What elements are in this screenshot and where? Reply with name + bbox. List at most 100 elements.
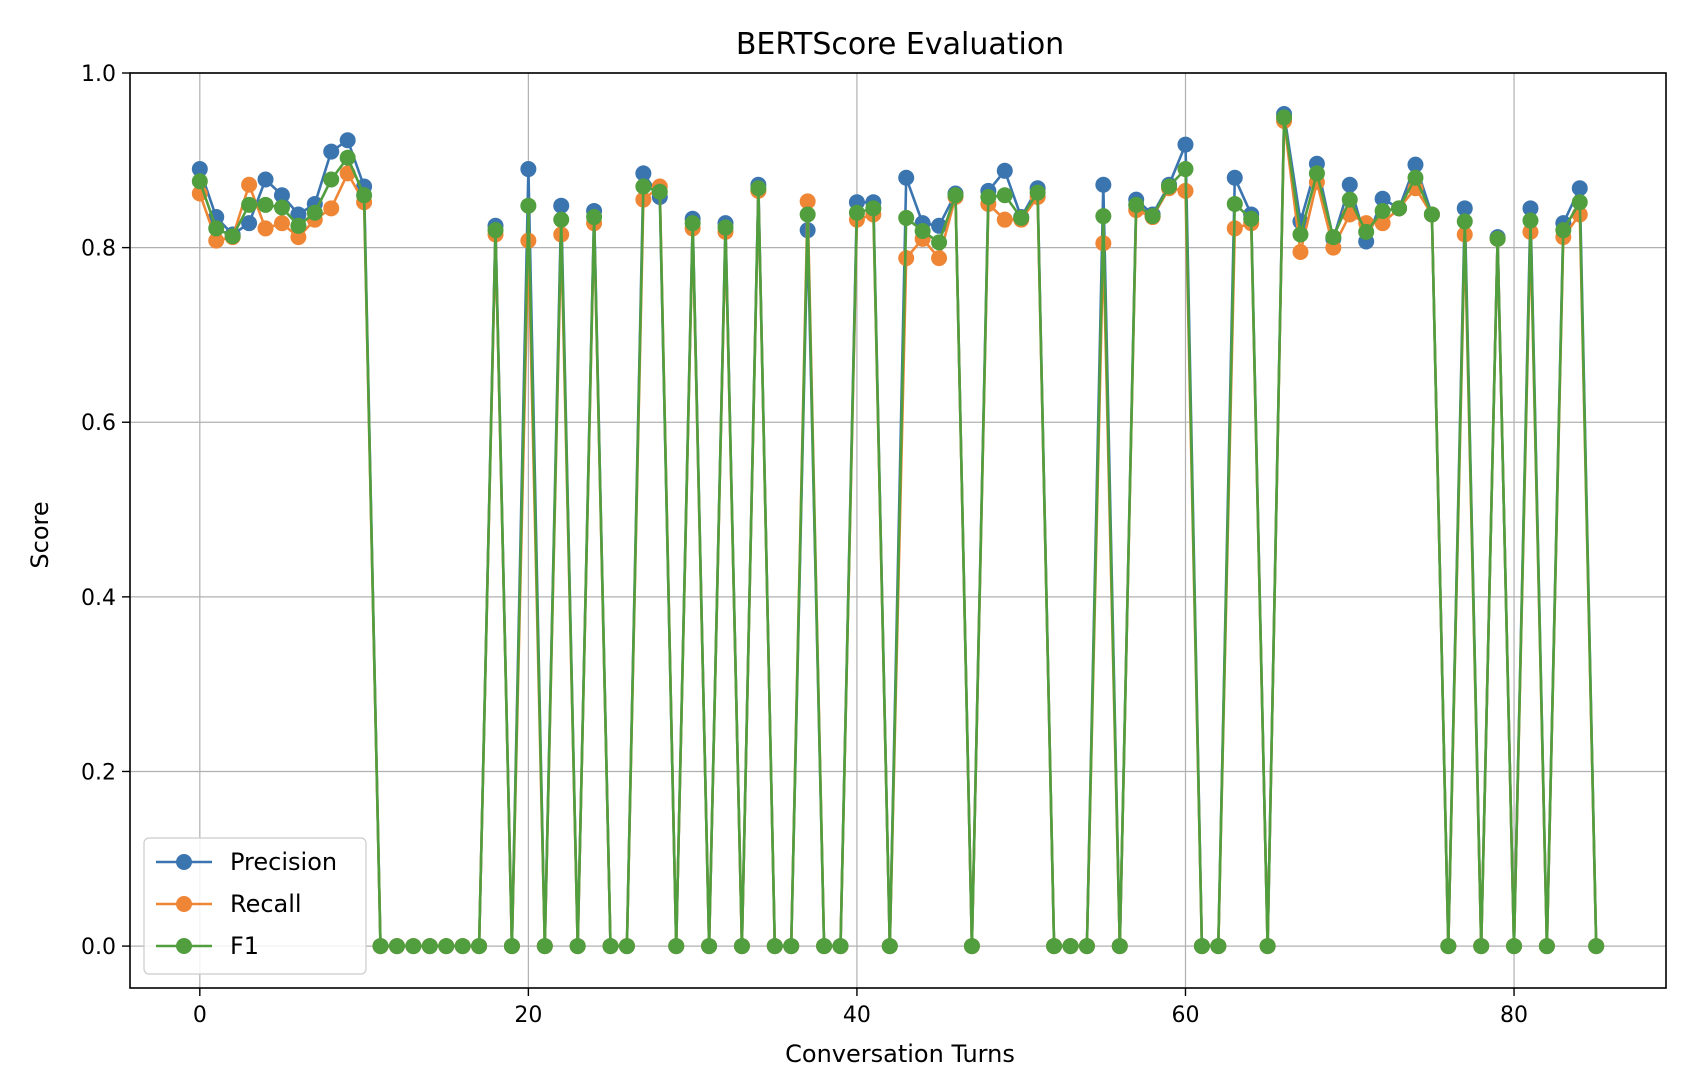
data-point-f1 — [766, 938, 783, 955]
data-point-recall — [290, 229, 307, 246]
y-tick-label: 1.0 — [81, 62, 116, 87]
data-point-f1 — [1095, 208, 1112, 225]
data-point-recall — [273, 215, 290, 232]
data-point-f1 — [1538, 938, 1555, 955]
data-point-precision — [898, 169, 915, 186]
data-point-f1 — [191, 173, 208, 190]
data-point-f1 — [520, 197, 537, 214]
data-point-f1 — [569, 938, 586, 955]
data-point-f1 — [323, 171, 340, 188]
data-point-f1 — [1391, 200, 1408, 217]
data-point-precision — [553, 197, 570, 214]
data-point-f1 — [241, 196, 258, 213]
data-point-f1 — [816, 938, 833, 955]
data-point-precision — [290, 206, 307, 223]
data-point-f1 — [1029, 184, 1046, 201]
chart-title: BERTScore Evaluation — [736, 27, 1064, 62]
data-point-f1 — [602, 938, 619, 955]
data-point-f1 — [1506, 938, 1523, 955]
legend: Precision Recall F1 — [143, 837, 367, 975]
data-point-f1 — [1144, 208, 1161, 225]
data-point-f1 — [257, 196, 274, 213]
x-tick-label: 20 — [514, 1003, 542, 1028]
legend-marker-precision — [176, 854, 192, 870]
data-point-f1 — [963, 938, 980, 955]
data-point-f1 — [1046, 938, 1063, 955]
data-point-f1 — [487, 222, 504, 239]
data-point-f1 — [1292, 226, 1309, 243]
data-point-recall — [996, 211, 1013, 228]
data-point-f1 — [471, 938, 488, 955]
axis-ticks: 0 20 40 60 80 0.0 0.2 0.4 0.6 0.8 1.0 — [81, 62, 1528, 1028]
legend-marker-recall — [176, 896, 192, 912]
data-point-f1 — [1358, 223, 1375, 240]
y-tick-label: 0.2 — [81, 760, 116, 785]
data-point-f1 — [454, 938, 471, 955]
data-point-f1 — [1571, 194, 1588, 211]
data-point-f1 — [865, 200, 882, 217]
data-point-f1 — [1456, 213, 1473, 230]
data-point-f1 — [1243, 210, 1260, 227]
data-point-f1 — [799, 206, 816, 223]
plot-series — [191, 106, 1605, 955]
data-point-f1 — [290, 217, 307, 234]
data-point-precision — [1407, 156, 1424, 173]
y-tick-label: 0.8 — [81, 237, 116, 262]
data-point-precision — [1456, 200, 1473, 217]
data-point-recall — [323, 200, 340, 217]
data-point-f1 — [536, 938, 553, 955]
data-point-f1 — [1128, 196, 1145, 213]
data-point-f1 — [1161, 178, 1178, 195]
data-point-precision — [635, 165, 652, 182]
data-point-f1 — [1062, 938, 1079, 955]
data-point-f1 — [635, 178, 652, 195]
data-point-f1 — [586, 209, 603, 226]
data-point-precision — [208, 209, 225, 226]
data-point-f1 — [438, 938, 455, 955]
data-point-f1 — [651, 183, 668, 200]
legend-label-recall: Recall — [230, 890, 302, 918]
data-point-f1 — [783, 938, 800, 955]
data-point-f1 — [1276, 109, 1293, 126]
data-point-f1 — [1013, 209, 1030, 226]
data-point-f1 — [1177, 161, 1194, 178]
data-point-f1 — [750, 180, 767, 197]
x-tick-label: 0 — [193, 1003, 207, 1028]
data-point-f1 — [208, 220, 225, 237]
data-point-precision — [1095, 176, 1112, 193]
data-point-f1 — [503, 938, 520, 955]
data-point-f1 — [372, 938, 389, 955]
data-point-recall — [1292, 243, 1309, 260]
legend-box — [143, 837, 367, 975]
x-axis-label: Conversation Turns — [785, 1040, 1015, 1068]
axes-frame — [129, 72, 1667, 989]
data-point-recall — [1374, 215, 1391, 232]
data-point-f1 — [1078, 938, 1095, 955]
data-point-f1 — [947, 187, 964, 204]
data-point-precision — [323, 143, 340, 160]
data-point-f1 — [273, 199, 290, 216]
data-point-f1 — [1374, 202, 1391, 219]
data-point-f1 — [1210, 938, 1227, 955]
y-tick-label: 0.6 — [81, 411, 116, 436]
data-point-precision — [1341, 176, 1358, 193]
y-axis-label: Score — [26, 501, 54, 568]
data-point-f1 — [717, 219, 734, 236]
data-point-f1 — [1489, 230, 1506, 247]
data-point-f1 — [996, 187, 1013, 204]
data-point-f1 — [684, 215, 701, 232]
data-point-f1 — [733, 938, 750, 955]
legend-label-f1: F1 — [230, 932, 259, 960]
legend-marker-f1 — [176, 938, 192, 954]
data-point-precision — [257, 171, 274, 188]
data-point-f1 — [1308, 165, 1325, 182]
data-point-precision — [520, 161, 537, 178]
data-point-f1 — [980, 188, 997, 205]
data-point-f1 — [1341, 191, 1358, 208]
data-point-recall — [931, 250, 948, 267]
x-tick-label: 40 — [843, 1003, 871, 1028]
data-point-f1 — [1325, 229, 1342, 246]
data-point-f1 — [914, 223, 931, 240]
y-tick-label: 0.4 — [81, 586, 116, 611]
